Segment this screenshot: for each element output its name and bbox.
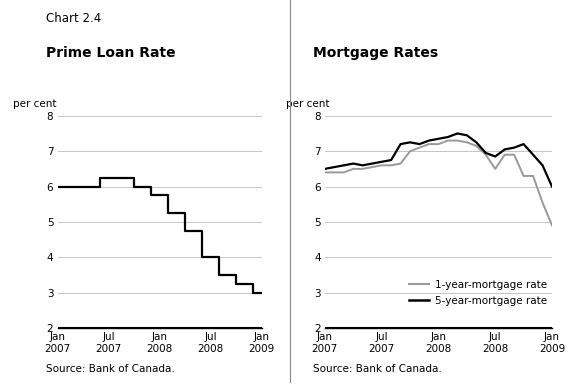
Text: Prime Loan Rate: Prime Loan Rate	[46, 46, 175, 60]
Text: Mortgage Rates: Mortgage Rates	[313, 46, 439, 60]
Text: Chart 2.4: Chart 2.4	[46, 12, 101, 25]
Text: per cent: per cent	[13, 100, 56, 110]
Text: Source: Bank of Canada.: Source: Bank of Canada.	[313, 364, 442, 374]
Legend: 1-year-mortgage rate, 5-year-mortgage rate: 1-year-mortgage rate, 5-year-mortgage ra…	[409, 280, 547, 306]
Text: Source: Bank of Canada.: Source: Bank of Canada.	[46, 364, 175, 374]
Text: per cent: per cent	[286, 100, 330, 110]
